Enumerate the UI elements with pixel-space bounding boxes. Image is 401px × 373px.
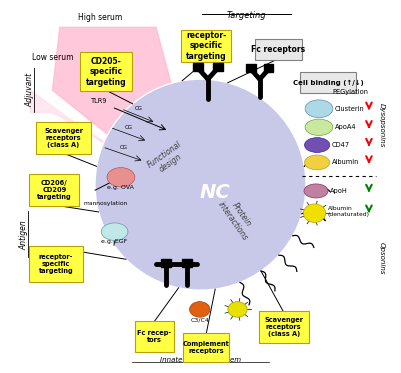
Ellipse shape (304, 155, 330, 170)
FancyBboxPatch shape (259, 311, 309, 343)
Ellipse shape (304, 138, 330, 153)
FancyBboxPatch shape (29, 247, 83, 282)
Text: CG: CG (125, 125, 133, 130)
Text: Albumin: Albumin (332, 159, 359, 166)
Bar (161, 259, 171, 267)
Text: C3/C4: C3/C4 (190, 317, 209, 323)
FancyBboxPatch shape (183, 333, 229, 361)
Text: Fc receptors: Fc receptors (251, 45, 305, 54)
Text: Albumin
(denaturated): Albumin (denaturated) (328, 206, 369, 217)
FancyBboxPatch shape (80, 52, 132, 91)
Text: High serum: High serum (79, 13, 123, 22)
FancyBboxPatch shape (36, 122, 91, 154)
Wedge shape (200, 79, 306, 290)
Ellipse shape (304, 184, 328, 198)
Text: Scavenger
receptors
(class A): Scavenger receptors (class A) (44, 128, 83, 148)
FancyBboxPatch shape (135, 320, 174, 352)
Text: Cell binding (↑/↓): Cell binding (↑/↓) (293, 80, 364, 86)
Bar (264, 64, 273, 72)
Text: CD47: CD47 (332, 142, 350, 148)
Text: ApoH: ApoH (330, 188, 348, 194)
Text: Dysopsonins: Dysopsonins (379, 103, 385, 148)
Text: receptor-
specific
targeting: receptor- specific targeting (39, 254, 73, 274)
Bar (193, 63, 203, 71)
FancyBboxPatch shape (300, 72, 356, 93)
Bar (246, 64, 255, 72)
FancyBboxPatch shape (29, 174, 79, 206)
Text: CG: CG (119, 145, 127, 150)
Circle shape (95, 79, 306, 290)
Text: Opsonins: Opsonins (379, 242, 385, 275)
Text: Adjuvant: Adjuvant (25, 73, 34, 107)
Text: PEGylation: PEGylation (332, 89, 368, 95)
Text: Scavenger
receptors
(class A): Scavenger receptors (class A) (264, 317, 303, 337)
Text: CD206/
CD209
targeting: CD206/ CD209 targeting (37, 180, 71, 200)
Ellipse shape (190, 302, 210, 317)
Ellipse shape (228, 302, 247, 317)
Text: ApoA4: ApoA4 (334, 124, 356, 130)
Text: Antigen: Antigen (19, 220, 28, 250)
Text: Low serum: Low serum (32, 53, 73, 62)
Text: Fc recep-
tors: Fc recep- tors (137, 330, 171, 343)
Polygon shape (30, 90, 149, 150)
Text: Targeting: Targeting (227, 11, 267, 20)
Text: Complement
receptors: Complement receptors (183, 341, 229, 354)
Ellipse shape (305, 100, 333, 117)
Bar (213, 63, 223, 71)
Text: Clusterin: Clusterin (334, 106, 364, 112)
FancyBboxPatch shape (181, 30, 231, 62)
Text: NC: NC (200, 182, 231, 201)
Bar (182, 259, 192, 267)
Text: Innate immune system: Innate immune system (160, 357, 241, 363)
Ellipse shape (107, 167, 135, 187)
Ellipse shape (305, 119, 333, 135)
Text: Functional
design: Functional design (146, 140, 189, 178)
Ellipse shape (101, 223, 128, 240)
Text: Protein
interactions: Protein interactions (217, 194, 259, 242)
Text: e.g. OVA: e.g. OVA (107, 185, 134, 189)
Text: mannosylation: mannosylation (84, 201, 128, 206)
Text: receptor-
specific
targeting: receptor- specific targeting (186, 31, 227, 61)
Text: TLR9: TLR9 (91, 98, 107, 104)
Text: CD205-
specific
targeting: CD205- specific targeting (86, 57, 126, 87)
Text: e.g. EGF: e.g. EGF (101, 239, 128, 244)
Polygon shape (53, 27, 171, 150)
Text: CG: CG (134, 106, 142, 112)
FancyBboxPatch shape (255, 39, 302, 60)
Ellipse shape (304, 204, 326, 222)
